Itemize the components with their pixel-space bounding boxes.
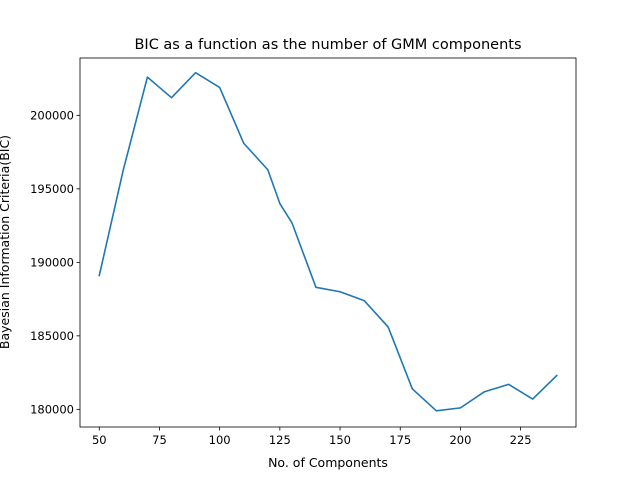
- x-tick-label: 50: [92, 433, 107, 447]
- x-axis-label: No. of Components: [268, 455, 388, 470]
- x-tick-label: 75: [152, 433, 167, 447]
- plot-frame: [79, 57, 577, 428]
- y-tick-label: 195000: [30, 182, 74, 196]
- y-tick-label: 185000: [30, 329, 74, 343]
- x-tick-label: 225: [510, 433, 532, 447]
- chart-title: BIC as a function as the number of GMM c…: [134, 37, 521, 53]
- y-tick-label: 200000: [30, 108, 74, 122]
- x-tick-label: 100: [209, 433, 231, 447]
- x-tick-label: 200: [449, 433, 471, 447]
- y-tick-label: 190000: [30, 255, 74, 269]
- y-axis-label: Bayesian Information Criteria(BIC): [0, 135, 12, 349]
- series-layer: [98, 71, 558, 412]
- y-tick-label: 180000: [30, 402, 74, 416]
- bic-series-line: [98, 71, 558, 412]
- ticks-layer: 50 75 100 125 150 175 200 225 180000 185000 190000…: [30, 108, 532, 447]
- x-tick-label: 125: [269, 433, 291, 447]
- x-tick-label: 150: [329, 433, 351, 447]
- x-tick-label: 175: [389, 433, 411, 447]
